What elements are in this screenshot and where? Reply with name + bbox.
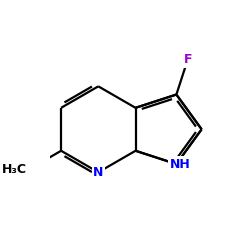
Text: NH: NH	[170, 158, 190, 170]
Text: N: N	[93, 166, 104, 179]
Text: H₃C: H₃C	[2, 162, 27, 175]
Text: F: F	[184, 53, 192, 66]
